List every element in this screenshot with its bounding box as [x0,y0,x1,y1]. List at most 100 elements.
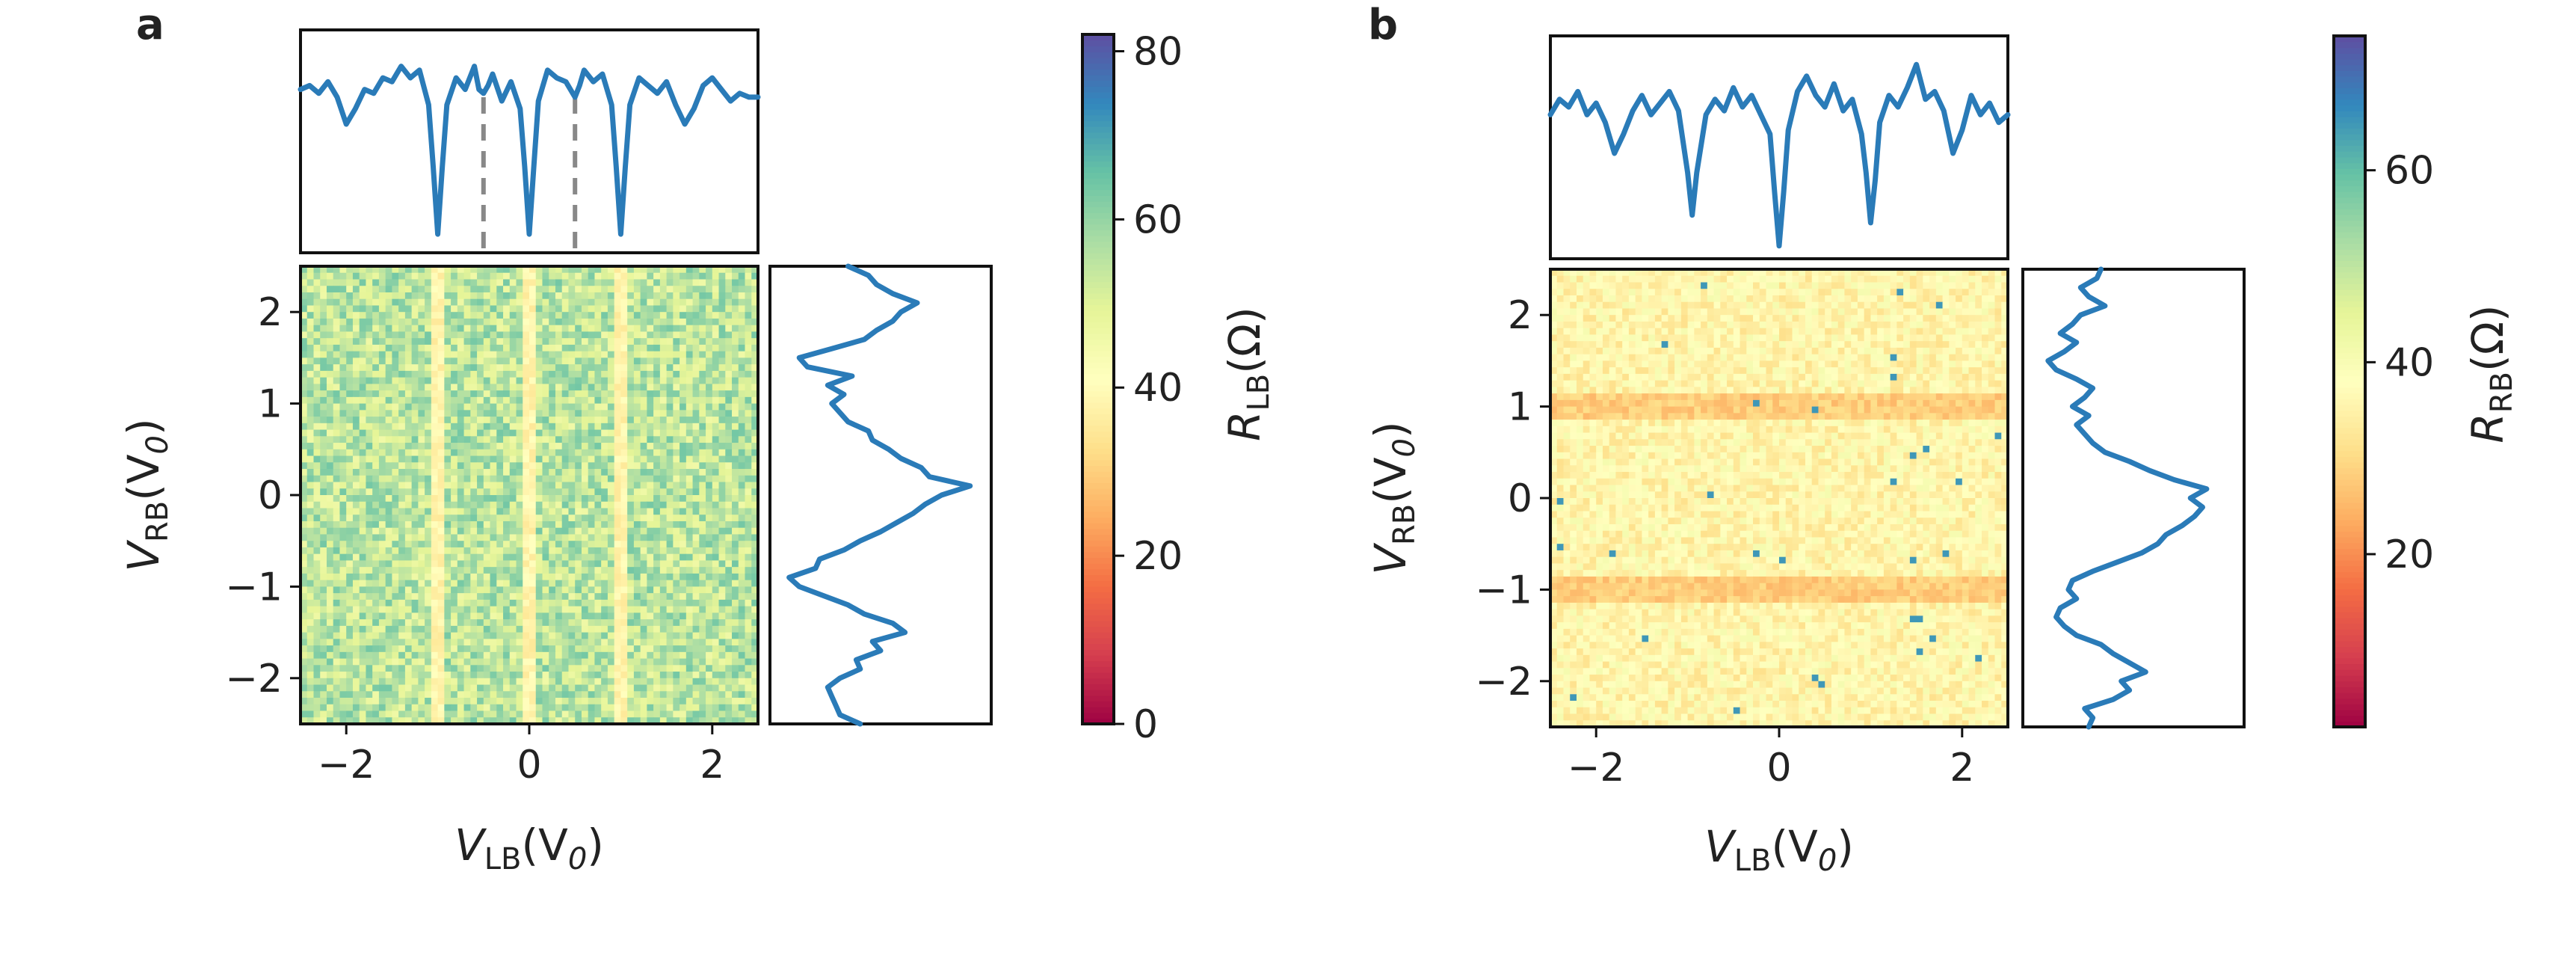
heatmap-cell [411,534,419,541]
heatmap-cell [680,338,687,346]
heatmap-cell [633,390,641,398]
heatmap-cell [437,357,445,365]
heatmap-cell [320,279,327,286]
heatmap-cell [738,593,746,601]
heatmap-cell [529,429,537,437]
heatmap-cell [313,645,321,653]
heatmap-cell [575,384,582,391]
heatmap-cell [346,377,354,384]
heatmap-cell [699,515,706,522]
heatmap-cell [529,279,537,286]
heatmap-cell [601,691,608,698]
heatmap-cell [706,443,713,450]
heatmap-cell [359,684,367,692]
heatmap-cell [496,279,504,286]
heatmap-cell [404,449,413,457]
heatmap-cell [359,599,367,607]
heatmap-cell [706,364,713,372]
heatmap-cell [712,541,720,548]
heatmap-cell [640,717,647,725]
heatmap-cell [451,344,458,352]
heatmap-cell [738,495,746,503]
heatmap-cell [496,593,504,601]
heatmap-cell [431,298,439,307]
heatmap-cell [451,567,458,574]
heatmap-cell [516,344,523,352]
colorbar-segment [1082,643,1114,650]
heatmap-cell [594,488,602,496]
y-tick-label: 0 [258,473,283,518]
heatmap-cell [718,377,726,384]
heatmap-cell [411,678,419,686]
heatmap-cell [425,318,432,326]
heatmap-cell [470,305,478,313]
heatmap-cell [685,632,694,639]
heatmap-cell [463,488,471,496]
heatmap-cell [301,541,308,548]
heatmap-cell [483,475,491,483]
colorbar-segment [1082,500,1114,506]
heatmap-cell [738,396,746,405]
heatmap-cell [575,501,582,509]
heatmap-cell [313,325,321,333]
heatmap-cell [326,364,334,372]
heatmap-cell [463,286,471,293]
heatmap-cell [425,580,432,587]
heatmap-cell [601,364,608,372]
heatmap-cell [483,417,491,424]
heatmap-cell [470,691,478,698]
heatmap-cell [437,351,445,358]
heatmap-cell [509,482,517,489]
heatmap-cell [633,698,641,705]
heatmap-cell [640,534,647,541]
heatmap-cell [404,423,413,431]
heatmap-cell [313,396,321,405]
colorbar-segment [1082,528,1114,535]
heatmap-cell [463,423,471,431]
heatmap-cell [326,560,334,568]
heatmap-cell [647,698,654,705]
heatmap-cell [359,553,367,562]
heatmap-cell [372,515,380,522]
heatmap-cell [568,672,576,679]
heatmap-cell [477,364,484,372]
heatmap-cell [659,331,668,339]
heatmap-cell [372,710,380,718]
heatmap-cell [516,567,523,574]
heatmap-cell [653,645,661,653]
heatmap-cell [620,560,628,568]
heatmap-cell [680,541,687,548]
heatmap-cell [725,272,733,280]
heatmap-cell [535,272,543,280]
heatmap-cell [555,586,563,594]
heatmap-cell [542,279,549,286]
heatmap-cell [680,632,687,639]
heatmap-cell [706,318,713,326]
heatmap-cell [653,410,661,417]
heatmap-cell [444,272,452,280]
heatmap-cell [627,619,635,627]
heatmap-cell [699,403,706,411]
heatmap-cell [372,639,380,646]
heatmap-cell [457,593,465,601]
heatmap-cell [568,351,576,358]
heatmap-cell [732,508,739,515]
heatmap-cell [451,665,458,672]
heatmap-cell [581,403,589,411]
heatmap-cell [685,292,694,300]
heatmap-cell [692,658,700,666]
heatmap-cell [326,312,334,319]
heatmap-cell [313,684,321,692]
heatmap-cell [490,547,497,555]
heatmap-cell [673,580,680,587]
heatmap-cell [555,678,563,686]
heatmap-cell [306,390,315,398]
heatmap-cell [326,272,334,280]
heatmap-cell [745,364,752,372]
heatmap-cell [745,325,752,333]
colorbar-segment [1082,678,1114,685]
heatmap-cell [549,370,556,378]
heatmap-cell [437,678,445,686]
heatmap-cell [404,455,413,463]
heatmap-cell [431,553,439,562]
